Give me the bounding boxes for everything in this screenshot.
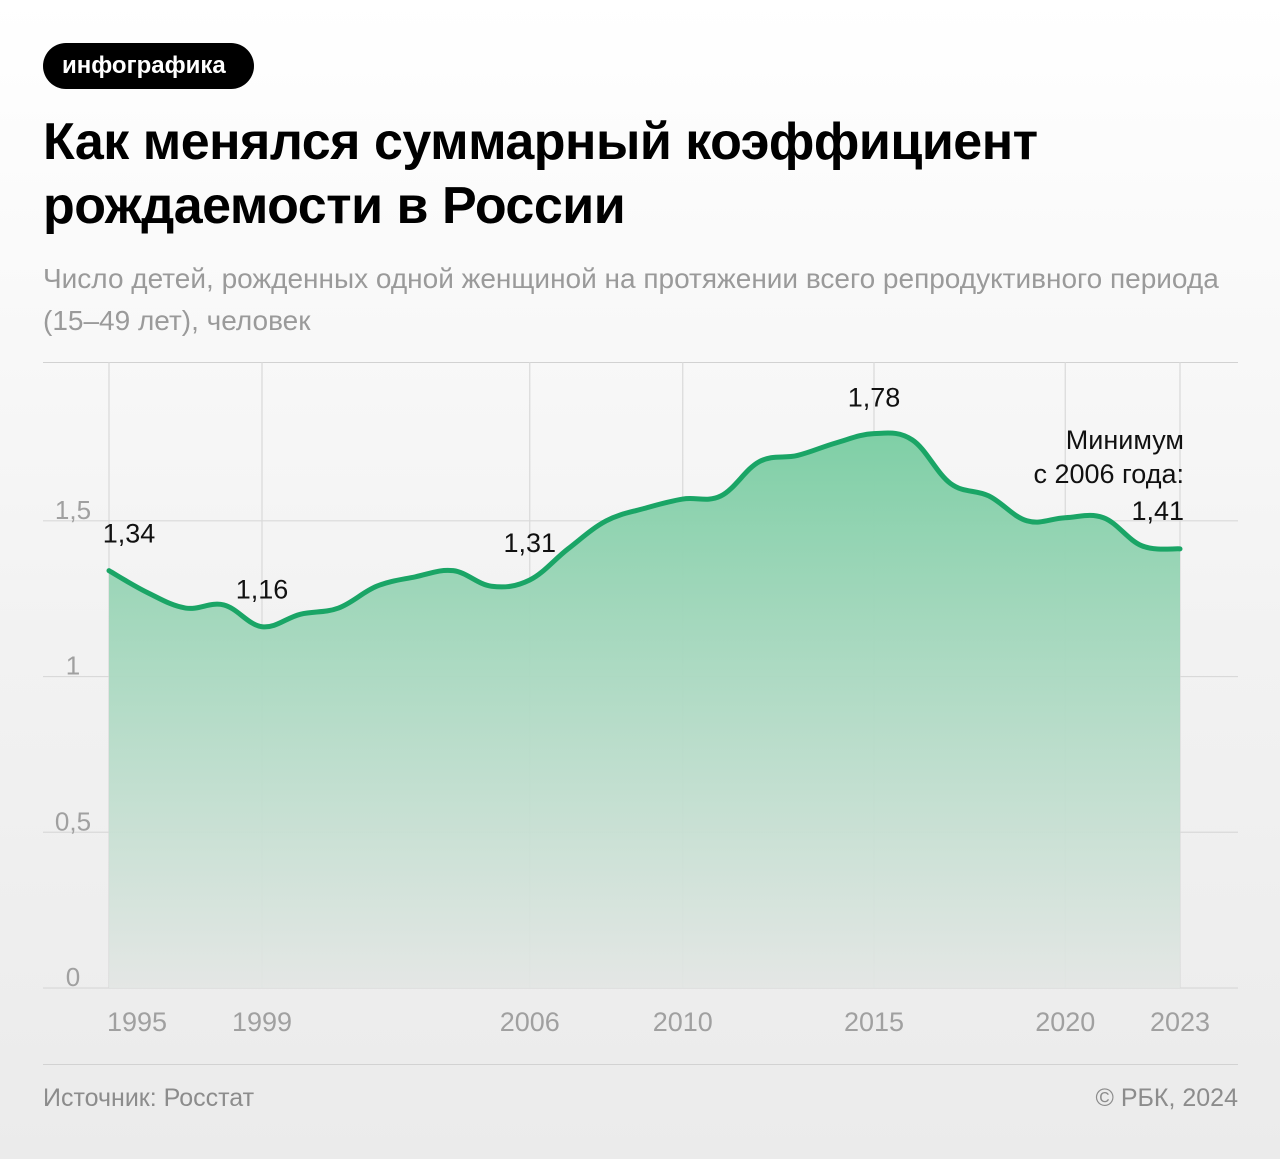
data-label-1999: 1,16 bbox=[236, 575, 289, 605]
source-note: Источник: Росстат bbox=[43, 1084, 255, 1112]
chart-subtitle: Число детей, рожденных одной женщиной на… bbox=[43, 263, 1219, 336]
x-tick-label: 2006 bbox=[500, 1007, 560, 1037]
data-label-2015: 1,78 bbox=[848, 383, 901, 413]
data-label-2006: 1,31 bbox=[503, 528, 556, 558]
y-tick-label: 1 bbox=[66, 651, 80, 681]
x-tick-label: 2010 bbox=[653, 1007, 713, 1037]
data-label-1995: 1,34 bbox=[103, 519, 156, 549]
top-divider bbox=[43, 362, 1238, 363]
bottom-divider bbox=[43, 1064, 1238, 1065]
annotation-note: Минимум bbox=[1066, 425, 1184, 455]
x-tick-label: 2020 bbox=[1035, 1007, 1095, 1037]
infographic-badge: инфографика bbox=[43, 43, 254, 89]
y-tick-label: 0 bbox=[66, 962, 80, 992]
x-tick-label: 1995 bbox=[107, 1007, 167, 1037]
y-tick-label: 1,5 bbox=[55, 495, 91, 525]
y-tick-label: 0,5 bbox=[55, 806, 91, 836]
data-label-2023: 1,41 bbox=[1131, 496, 1184, 526]
area-fill bbox=[109, 432, 1180, 988]
x-tick-label: 2023 bbox=[1150, 1007, 1210, 1037]
page-title: Как менялся суммарный коэффициент рождае… bbox=[43, 113, 1038, 235]
x-tick-label: 1999 bbox=[232, 1007, 292, 1037]
series-line bbox=[106, 430, 1183, 630]
x-tick-label: 2015 bbox=[844, 1007, 904, 1037]
copyright: © РБК, 2024 bbox=[1095, 1084, 1238, 1112]
annotation-note: с 2006 года: bbox=[1033, 459, 1184, 489]
